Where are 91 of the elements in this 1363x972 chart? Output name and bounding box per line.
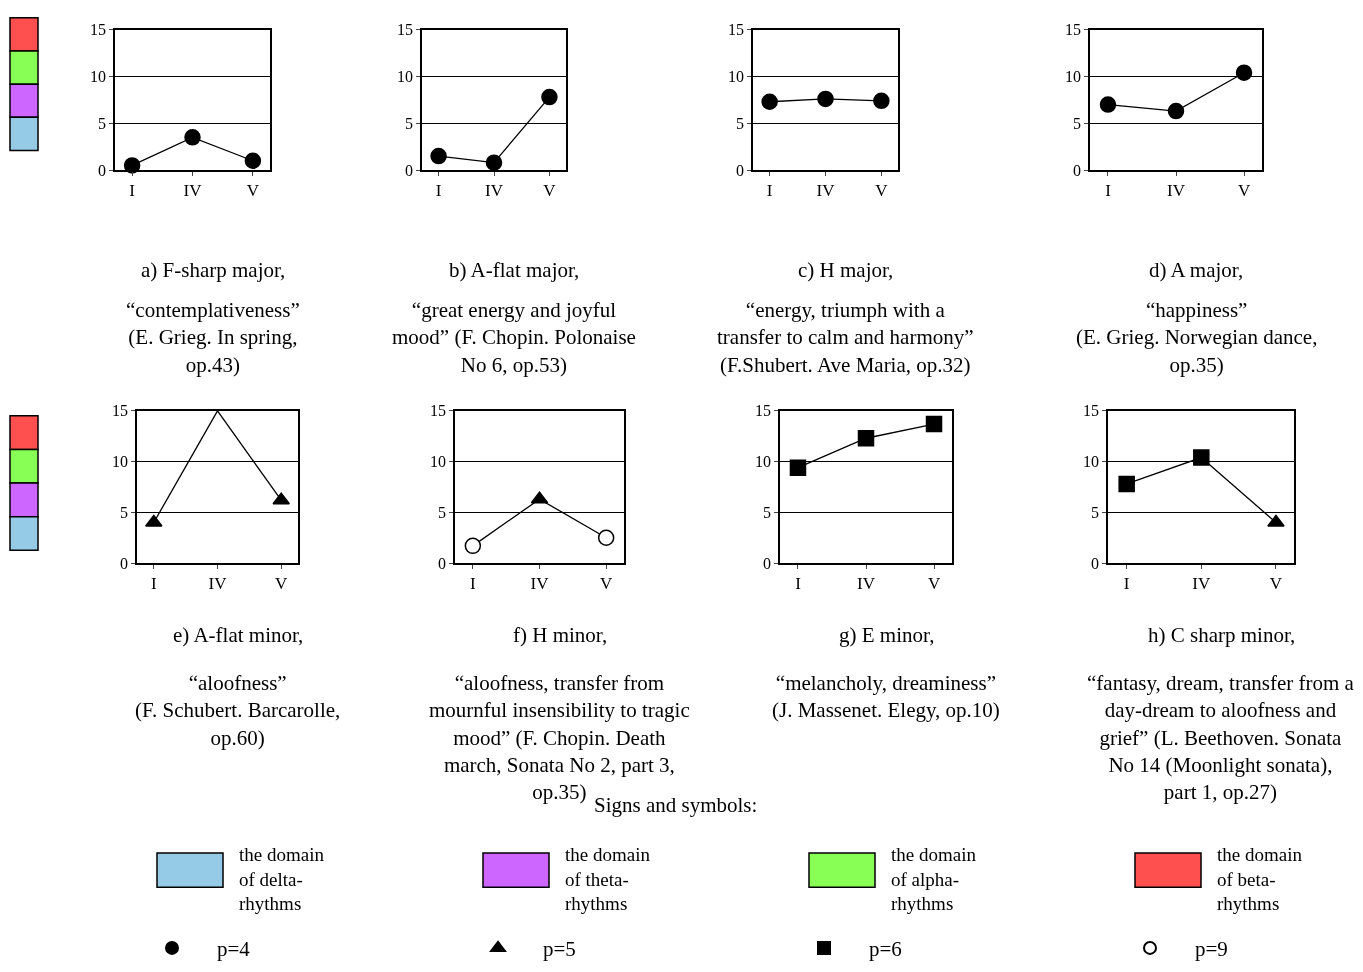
y-tick-label: 10 [1065, 68, 1082, 86]
x-tick-label: I [1123, 574, 1130, 594]
point [1235, 64, 1253, 81]
point [244, 152, 262, 169]
text: “happiness” (E. Grieg. Norwegian dance, op.35) [1076, 298, 1318, 377]
x-axis-title: c) H major, [798, 258, 894, 282]
text: Signs and symbols: [594, 793, 758, 817]
x-tick-label: I [766, 181, 773, 201]
x-tick-label: V [1237, 181, 1251, 201]
y-tick-label: 0 [736, 161, 745, 179]
y-tick-label: 5 [763, 503, 772, 521]
x-tick-label: IV [530, 574, 550, 594]
x-tick-label: IV [1167, 181, 1186, 201]
point [1167, 102, 1185, 120]
y-tick-label: 0 [120, 554, 129, 572]
x-axis-title: d) A major, [1149, 258, 1244, 282]
x-tick-label: I [150, 574, 157, 594]
point [925, 415, 943, 433]
y-tick-label: 10 [1083, 453, 1100, 471]
text: “great energy and joyful mood” (F. Chopin. Polonaise No 6, op.53) [392, 298, 636, 377]
legend-label: the domain of beta- rhythms [1217, 844, 1303, 915]
x-tick-label: I [435, 181, 442, 201]
x-axis-title: e) A-flat minor, [173, 623, 304, 647]
y-tick-label: 15 [755, 402, 772, 420]
text: “aloofness” (F. Schubert. Barcarolle, op.60) [135, 671, 341, 750]
y-tick-label: 0 [405, 161, 414, 179]
point [485, 154, 503, 171]
legend-label: the domain of delta- rhythms [239, 844, 325, 915]
x-tick-label: V [927, 574, 941, 594]
y-tick-label: 15 [90, 21, 107, 39]
y-tick-label: 0 [763, 554, 772, 572]
x-tick-label: I [469, 574, 476, 594]
legend-label: p=9 [1195, 937, 1228, 962]
y-tick-label: 5 [1073, 114, 1082, 132]
x-tick-label: IV [208, 574, 228, 594]
x-tick-label: IV [485, 181, 504, 201]
x-axis-title: b) A-flat major, [449, 258, 580, 282]
text: “energy, triumph with a transfer to calm and harmony” (F.Shubert. Ave Maria, op.32) [717, 298, 974, 377]
y-tick-label: 0 [1091, 554, 1100, 572]
point [541, 88, 558, 106]
y-tick-label: 0 [438, 554, 447, 572]
y-tick-label: 5 [438, 503, 447, 521]
y-tick-label: 5 [120, 503, 129, 521]
y-tick-label: 5 [736, 114, 745, 132]
y-tick-label: 15 [1083, 402, 1100, 420]
y-tick-label: 10 [728, 68, 745, 86]
x-tick-label: V [600, 574, 614, 594]
y-tick-label: 10 [112, 453, 129, 471]
x-axis-title: a) F-sharp major, [141, 258, 286, 282]
y-tick-label: 0 [1073, 161, 1082, 179]
text: “contemplativeness” (E. Grieg. In spring, op.43) [126, 298, 300, 377]
x-tick-label: IV [183, 181, 203, 201]
point [430, 147, 447, 165]
point [789, 459, 807, 476]
x-tick-label: V [275, 574, 289, 594]
text: “fantasy, dream, transfer from a day-dream to aloofness and grief” (L. Beethoven. Sonata No 14 (Moonlight sonata), part 1, op.27) [1087, 671, 1355, 805]
y-tick-label: 15 [430, 402, 447, 420]
x-tick-label: I [129, 181, 136, 201]
y-tick-label: 15 [728, 21, 745, 39]
x-tick-label: V [875, 181, 889, 201]
point [1099, 96, 1117, 113]
x-axis-title: f) H minor, [513, 623, 608, 647]
y-tick-label: 5 [405, 114, 414, 132]
y-tick-label: 10 [755, 453, 772, 471]
point [184, 129, 201, 146]
y-tick-label: 15 [1065, 21, 1082, 39]
y-tick-label: 10 [430, 453, 447, 471]
y-tick-label: 5 [98, 114, 107, 132]
x-tick-label: I [795, 574, 802, 594]
x-axis-title: h) C sharp minor, [1148, 623, 1296, 647]
y-tick-label: 10 [397, 68, 414, 86]
y-tick-label: 0 [98, 161, 107, 179]
legend-label: the domain of alpha- rhythms [891, 844, 977, 915]
y-tick-label: 10 [90, 68, 107, 86]
y-tick-label: 5 [1091, 503, 1100, 521]
x-tick-label: V [1269, 574, 1283, 594]
y-tick-label: 15 [397, 21, 414, 39]
x-tick-label: V [543, 181, 557, 201]
x-tick-label: IV [1192, 574, 1211, 594]
legend-label: p=4 [217, 937, 251, 962]
legend-label: the domain of theta- rhythms [565, 844, 651, 915]
x-axis-title: g) E minor, [839, 623, 935, 647]
y-tick-label: 15 [112, 402, 129, 420]
x-tick-label: IV [816, 181, 836, 201]
x-tick-label: IV [857, 574, 876, 594]
legend-label: p=5 [543, 937, 576, 962]
legend-label: p=6 [869, 937, 902, 962]
point [857, 429, 875, 447]
text: “melancholy, dreaminess” (J. Massenet. Elegy, op.10) [772, 671, 1000, 723]
x-tick-label: I [1105, 181, 1112, 201]
x-tick-label: V [246, 181, 260, 201]
